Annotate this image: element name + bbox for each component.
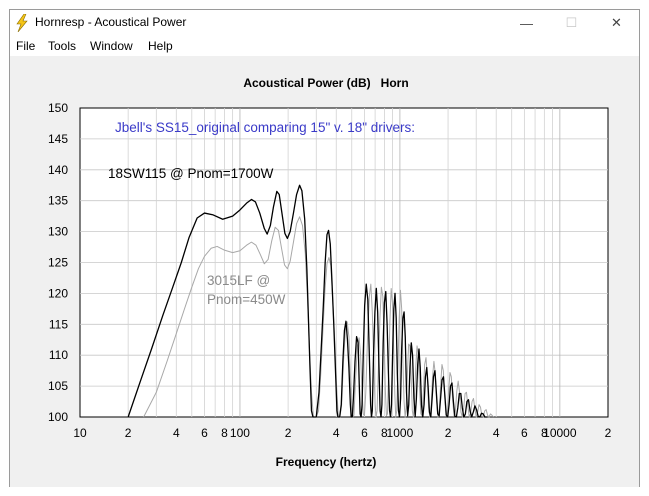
x-tick-label: 2 bbox=[605, 426, 612, 440]
x-tick-label: 100 bbox=[230, 426, 250, 440]
menu-window[interactable]: Window bbox=[90, 39, 133, 53]
menu-tools[interactable]: Tools bbox=[48, 39, 77, 53]
minimize-button[interactable]: — bbox=[504, 10, 549, 36]
x-tick-label: 6 bbox=[201, 426, 208, 440]
y-tick-label: 115 bbox=[49, 317, 68, 331]
lightning-bolt-icon[interactable] bbox=[14, 14, 30, 32]
menu-bar: File Tools Window Help bbox=[10, 36, 639, 56]
x-tick-label: 4 bbox=[493, 426, 500, 440]
menu-file[interactable]: File bbox=[16, 39, 36, 53]
x-tick-label: 8 bbox=[541, 426, 548, 440]
series-line-18sw115 bbox=[127, 184, 487, 418]
x-tick-label: 6 bbox=[361, 426, 368, 440]
minimize-icon: — bbox=[520, 15, 533, 31]
close-icon: ✕ bbox=[611, 15, 622, 30]
x-axis-label: Frequency (hertz) bbox=[276, 455, 377, 469]
y-tick-label: 105 bbox=[48, 379, 68, 393]
x-tick-label: 10000 bbox=[543, 426, 577, 440]
x-tick-label: 2 bbox=[125, 426, 132, 440]
y-tick-label: 145 bbox=[48, 132, 68, 146]
title-bar[interactable]: Hornresp - Acoustical Power — ☐ ✕ bbox=[10, 10, 639, 36]
y-tick-label: 140 bbox=[48, 163, 68, 177]
x-tick-label: 10 bbox=[73, 426, 87, 440]
acoustical-power-chart: Acoustical Power (dB) Horn 1001051101151… bbox=[48, 76, 612, 469]
y-tick-label: 125 bbox=[48, 256, 68, 270]
y-tick-label: 110 bbox=[49, 348, 68, 362]
y-tick-label: 130 bbox=[48, 225, 68, 239]
series-label-3015lf-line1: 3015LF @ bbox=[207, 273, 270, 288]
y-axis: 100 105 110 115 120 125 130 135 140 145 150 bbox=[48, 101, 68, 424]
maximize-icon: ☐ bbox=[565, 15, 578, 30]
x-tick-label: 1000 bbox=[387, 426, 414, 440]
x-tick-label: 6 bbox=[521, 426, 528, 440]
grid bbox=[80, 108, 608, 417]
series-line-3015lf bbox=[143, 216, 494, 418]
x-tick-label: 4 bbox=[173, 426, 180, 440]
series-label-3015lf-line2: Pnom=450W bbox=[207, 292, 286, 307]
x-tick-label: 8 bbox=[221, 426, 228, 440]
window-title: Hornresp - Acoustical Power bbox=[35, 15, 187, 29]
chart-area: Acoustical Power (dB) Horn 100 105 110 115 1… bbox=[10, 56, 639, 487]
close-button[interactable]: ✕ bbox=[594, 10, 639, 36]
y-tick-label: 135 bbox=[48, 194, 68, 208]
x-tick-label: 4 bbox=[333, 426, 340, 440]
x-tick-label: 2 bbox=[285, 426, 292, 440]
series-group bbox=[127, 184, 494, 418]
chart-title: Acoustical Power (dB) Horn bbox=[243, 76, 408, 90]
x-tick-label: 8 bbox=[381, 426, 388, 440]
maximize-button[interactable]: ☐ bbox=[549, 10, 594, 36]
y-tick-label: 150 bbox=[48, 101, 68, 115]
y-tick-label: 120 bbox=[48, 286, 68, 300]
x-tick-label: 2 bbox=[445, 426, 452, 440]
chart-annotation-heading: Jbell's SS15_original comparing 15" v. 1… bbox=[115, 120, 415, 135]
menu-help[interactable]: Help bbox=[148, 39, 173, 53]
app-window: Hornresp - Acoustical Power — ☐ ✕ File T… bbox=[9, 9, 640, 487]
series-label-18sw115: 18SW115 @ Pnom=1700W bbox=[108, 166, 274, 181]
y-tick-label: 100 bbox=[48, 410, 68, 424]
